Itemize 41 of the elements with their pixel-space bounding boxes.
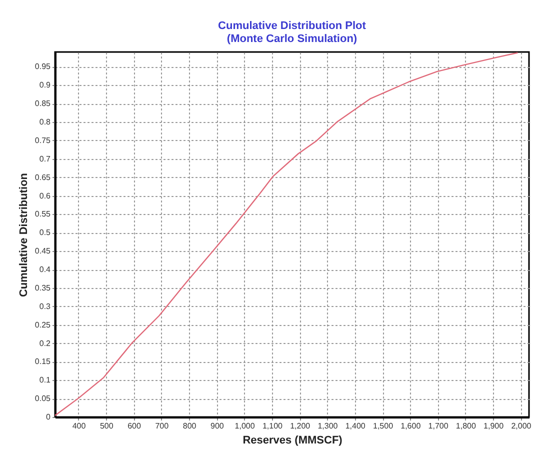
x-tick-label: 1,900 bbox=[484, 422, 504, 430]
y-tick-label: 0.45 bbox=[34, 246, 52, 256]
x-tick-label: 700 bbox=[155, 422, 170, 430]
x-tick-label: 400 bbox=[72, 422, 86, 430]
x-tick-label: 1,700 bbox=[428, 422, 449, 430]
y-tick-label: 0.9 bbox=[39, 80, 52, 90]
y-tick-label: 0.95 bbox=[34, 62, 52, 72]
x-tick-label: 1,600 bbox=[400, 422, 422, 430]
x-tick-label: 500 bbox=[100, 422, 114, 430]
y-tick-label: 0.4 bbox=[39, 265, 52, 274]
y-tick-label: 0.2 bbox=[39, 338, 52, 348]
y-tick-label: 0.7 bbox=[39, 154, 52, 164]
text: Cumulative Distribution Plot bbox=[218, 20, 366, 32]
y-tick-label: 0.6 bbox=[39, 191, 52, 200]
y-tick-label: 0.25 bbox=[34, 320, 52, 330]
y-tick-label: 0.5 bbox=[39, 228, 52, 238]
y-tick-label: 0.05 bbox=[34, 394, 52, 404]
x-tick-label: 800 bbox=[182, 422, 197, 430]
y-tick-label: 0.8 bbox=[39, 118, 52, 127]
x-tick-label: 1,200 bbox=[290, 422, 311, 430]
y-tick-label: 0.3 bbox=[39, 302, 52, 311]
y-tick-label: 0.65 bbox=[34, 172, 52, 182]
x-tick-label: 600 bbox=[128, 422, 142, 430]
x-axis-title: Reserves (MMSCF) bbox=[242, 434, 343, 446]
y-tick-label: 0 bbox=[46, 412, 52, 422]
y-axis-title: Cumulative Distribution bbox=[18, 172, 30, 298]
x-tick-label: 900 bbox=[210, 422, 224, 430]
x-tick-label: 1,500 bbox=[373, 422, 394, 430]
y-tick-label: 0.55 bbox=[34, 210, 52, 219]
y-tick-label: 0.35 bbox=[34, 283, 52, 292]
y-tick-label: 0.75 bbox=[34, 136, 52, 145]
y-tick-label: 0.1 bbox=[39, 376, 52, 385]
x-tick-label: 1,300 bbox=[318, 422, 338, 430]
x-tick-label: 1,100 bbox=[262, 422, 284, 430]
x-tick-label: 1,400 bbox=[345, 422, 366, 430]
x-tick-label: 2,000 bbox=[511, 422, 532, 430]
text: (Monte Carlo Simulation) bbox=[226, 33, 358, 45]
y-tick-label: 0.85 bbox=[34, 99, 52, 108]
x-tick-label: 1,800 bbox=[456, 422, 476, 430]
x-tick-label: 1,000 bbox=[234, 422, 256, 430]
y-tick-label: 0.15 bbox=[34, 357, 52, 366]
